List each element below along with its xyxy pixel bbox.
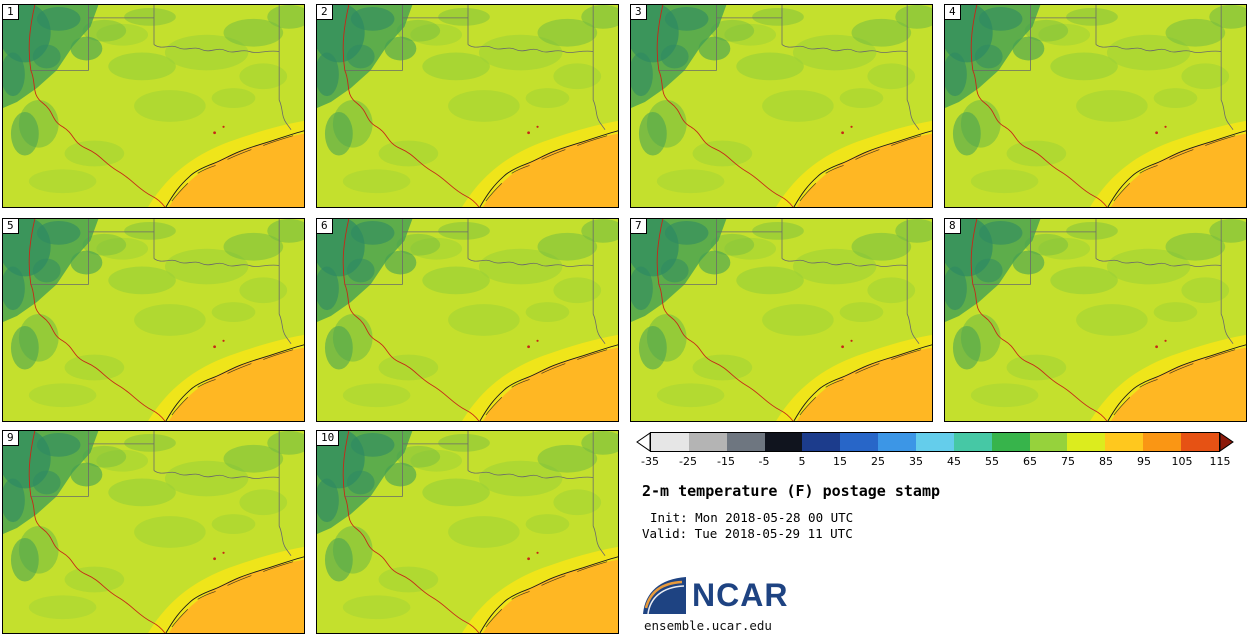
panel-number: 6 [317,219,333,234]
panel-number: 2 [317,5,333,20]
colorbar-segment [688,433,727,451]
site-url: ensemble.ucar.edu [644,618,772,633]
panel-number: 7 [631,219,647,234]
colorbar-tick-label: 105 [1171,455,1193,468]
colorbar: -35 -25 -15 -5 5 15 25 35 45 55 65 75 85 95 105 115 [636,432,1234,474]
panel-number: 3 [631,5,647,20]
ensemble-panel-6: 6 [316,218,619,422]
colorbar-tick-label: 115 [1209,455,1231,468]
panel-number: 8 [945,219,961,234]
valid-time: Valid: Tue 2018-05-29 11 UTC [642,526,853,541]
temperature-map [631,219,932,421]
ncar-branding: NCAR [640,574,788,616]
colorbar-tick-label: -35 [641,455,659,468]
colorbar-over-cap [1220,432,1234,452]
ensemble-panel-4: 4 [944,4,1247,208]
ensemble-panel-5: 5 [2,218,305,422]
legend-area: -35 -25 -15 -5 5 15 25 35 45 55 65 75 85 95 105 115 2-m… [632,430,1258,634]
temperature-map [945,219,1246,421]
colorbar-segment [1067,433,1106,451]
colorbar-segments [650,432,1220,452]
colorbar-segment [1181,433,1219,451]
colorbar-segment [916,433,954,451]
colorbar-segment [764,433,803,451]
figure-title: 2-m temperature (F) postage stamp [642,482,941,500]
panel-number: 1 [3,5,19,20]
panel-number: 10 [317,431,340,446]
colorbar-under-cap [636,432,650,452]
init-time: Init: Mon 2018-05-28 00 UTC [650,510,854,525]
colorbar-tick-label: -5 [758,455,770,468]
temperature-map [3,219,304,421]
colorbar-segment [802,433,841,451]
colorbar-segment [726,433,765,451]
colorbar-tick-label: 5 [798,455,806,468]
colorbar-segment [651,433,689,451]
panel-number: 4 [945,5,961,20]
ensemble-panel-10: 10 [316,430,619,634]
panel-number: 9 [3,431,19,446]
colorbar-tick-label: 55 [985,455,999,468]
ensemble-panel-1: 1 [2,4,305,208]
colorbar-tick-label: -25 [679,455,697,468]
temperature-map [317,219,618,421]
colorbar-tick-label: 45 [947,455,961,468]
temperature-map [317,5,618,207]
colorbar-segment [991,433,1030,451]
ensemble-panel-7: 7 [630,218,933,422]
temperature-map [631,5,932,207]
temperature-map [945,5,1246,207]
ncar-wordmark: NCAR [692,576,789,613]
panel-number: 5 [3,219,19,234]
ensemble-panel-9: 9 [2,430,305,634]
colorbar-tick-label: 75 [1061,455,1075,468]
ensemble-panel-8: 8 [944,218,1247,422]
colorbar-segment [1029,433,1068,451]
colorbar-tick-label: 15 [833,455,847,468]
colorbar-segment [878,433,917,451]
colorbar-tick-label: -15 [717,455,735,468]
colorbar-tick-label: 25 [871,455,885,468]
ncar-logo-icon [643,577,686,615]
colorbar-segment [1143,433,1182,451]
colorbar-segment [953,433,992,451]
colorbar-segment [1105,433,1144,451]
colorbar-tick-label: 95 [1137,455,1151,468]
colorbar-tick-label: 35 [909,455,923,468]
temperature-map [3,5,304,207]
ensemble-panel-2: 2 [316,4,619,208]
colorbar-segment [840,433,879,451]
temperature-map [3,431,304,633]
temperature-map [317,431,618,633]
colorbar-tick-label: 85 [1099,455,1113,468]
ensemble-panel-3: 3 [630,4,933,208]
colorbar-tick-label: 65 [1023,455,1037,468]
